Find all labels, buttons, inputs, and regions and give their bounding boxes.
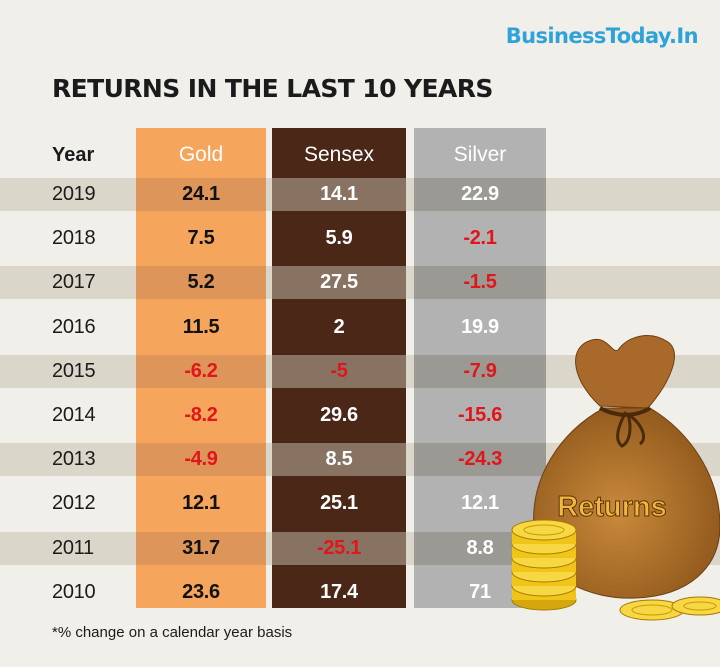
sensex-cell-shade: [272, 355, 406, 388]
silver-cell-shade: [414, 443, 546, 476]
table-header-row: Year Gold Sensex Silver: [0, 138, 720, 172]
gold-cell-shade: [136, 178, 266, 211]
silver-cell-shade: [414, 178, 546, 211]
year-cell: 2018: [52, 227, 96, 249]
table-row: 2017 5.2 27.5 -1.5: [0, 266, 720, 299]
table-row: 2010 23.6 17.4 71: [0, 576, 720, 609]
gold-value: 7.5: [187, 227, 215, 249]
sensex-value: 27.5: [320, 271, 358, 293]
brand-logo: BusinessToday.In: [505, 24, 699, 48]
gold-value: 12.1: [182, 492, 220, 514]
year-cell: 2014: [52, 404, 96, 426]
sensex-column-background: [272, 128, 406, 608]
sensex-value: -5: [330, 360, 348, 382]
header-silver: Silver: [453, 143, 507, 166]
silver-value: 8.8: [466, 537, 494, 559]
year-cell: 2015: [52, 360, 96, 382]
sensex-cell-shade: [272, 266, 406, 299]
sensex-value: 14.1: [320, 183, 358, 205]
sensex-value: 29.6: [320, 404, 358, 426]
silver-value: -2.1: [463, 227, 497, 249]
money-bag-illustration: Returns: [511, 335, 720, 621]
sensex-value: 2: [333, 316, 345, 338]
silver-value: 12.1: [461, 492, 499, 514]
chart-title: RETURNS IN THE LAST 10 YEARS: [52, 74, 493, 103]
gold-value: -6.2: [184, 360, 218, 382]
silver-value: -15.6: [457, 404, 503, 426]
header-sensex: Sensex: [303, 143, 375, 166]
gold-cell-shade: [136, 532, 266, 565]
sensex-cell-shade: [272, 178, 406, 211]
gold-value: -8.2: [184, 404, 218, 426]
table-row: 2014 -8.2 29.6 -15.6: [0, 399, 720, 432]
silver-value: -1.5: [463, 271, 497, 293]
coin-stack: [511, 519, 577, 611]
sensex-value: 25.1: [320, 492, 358, 514]
table-row: 2019 24.1 14.1 22.9: [0, 178, 720, 211]
gold-value: -4.9: [184, 448, 218, 470]
sensex-value: 5.9: [325, 227, 353, 249]
sensex-cell-shade: [272, 532, 406, 565]
sensex-cell-shade: [272, 443, 406, 476]
sensex-value: 17.4: [320, 581, 358, 603]
footnote: *% change on a calendar year basis: [52, 624, 293, 641]
sensex-value: -25.1: [316, 537, 362, 559]
year-cell: 2017: [52, 271, 96, 293]
table-row: 2016 11.5 2 19.9: [0, 311, 720, 344]
gold-value: 5.2: [187, 271, 215, 293]
year-cell: 2010: [52, 581, 96, 603]
sensex-value: 8.5: [325, 448, 353, 470]
gold-value: 11.5: [182, 316, 220, 338]
gold-cell-shade: [136, 266, 266, 299]
gold-value: 24.1: [182, 183, 220, 205]
gold-cell-shade: [136, 355, 266, 388]
bag-label: Returns: [557, 491, 667, 523]
year-cell: 2013: [52, 448, 96, 470]
header-year: Year: [52, 144, 95, 166]
silver-value: -7.9: [463, 360, 497, 382]
gold-value: 23.6: [182, 581, 220, 603]
header-gold: Gold: [178, 143, 224, 166]
silver-value: 71: [469, 581, 491, 603]
gold-cell-shade: [136, 443, 266, 476]
silver-value: 19.9: [461, 316, 499, 338]
silver-value: -24.3: [457, 448, 503, 470]
year-cell: 2016: [52, 316, 96, 338]
year-cell: 2011: [52, 537, 94, 559]
year-cell: 2019: [52, 183, 96, 205]
table-row: 2018 7.5 5.9 -2.1: [0, 222, 720, 255]
silver-value: 22.9: [461, 183, 499, 205]
loose-coins: [619, 596, 720, 621]
gold-value: 31.7: [182, 537, 220, 559]
silver-cell-shade: [414, 266, 546, 299]
bag-top: [575, 335, 675, 409]
bag-body: [533, 407, 720, 599]
table-row: 2012 12.1 25.1 12.1: [0, 487, 720, 520]
year-cell: 2012: [52, 492, 96, 514]
silver-cell-shade: [414, 355, 546, 388]
